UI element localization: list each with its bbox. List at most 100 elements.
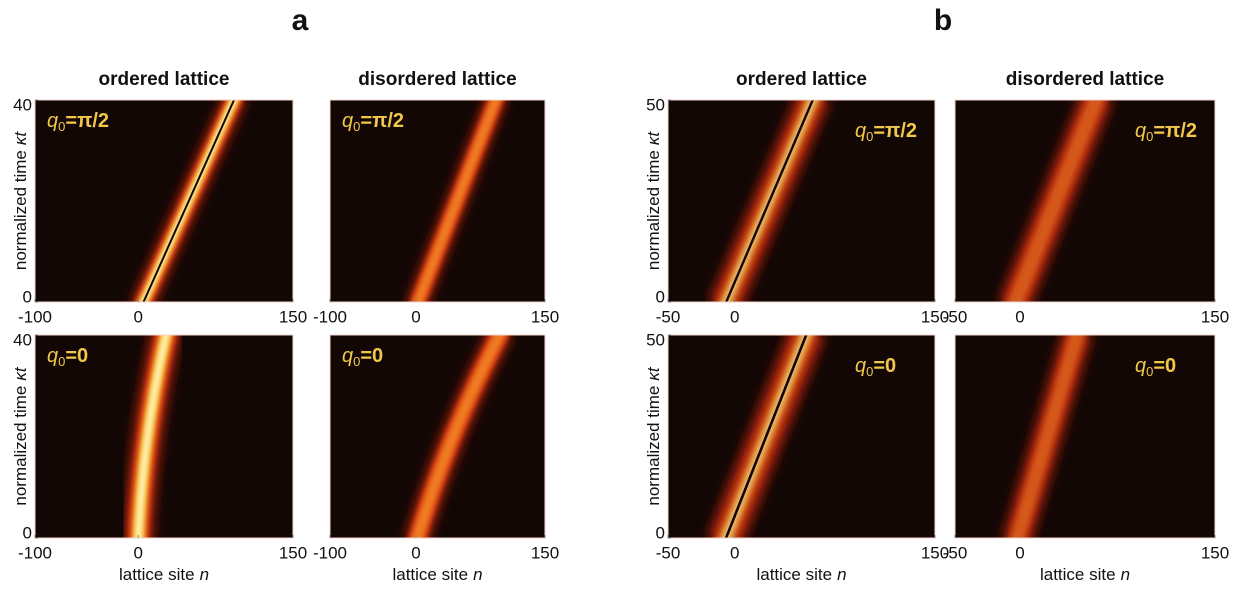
x-label-variable: n (1121, 565, 1130, 584)
x-tick-label: 0 (133, 543, 142, 562)
row-label-subscript: 0 (58, 354, 65, 369)
row-label-rest: =0 (360, 345, 383, 367)
x-axis-label: lattice site n (119, 565, 209, 584)
x-tick-label: -100 (18, 543, 52, 562)
x-tick-label: 150 (531, 543, 559, 562)
row-label-symbol: q (855, 120, 866, 142)
x-tick-label: 0 (1015, 543, 1024, 562)
x-label-text: lattice site (392, 565, 468, 584)
plot-frame (34, 99, 294, 303)
x-label-variable: n (200, 565, 209, 584)
y-label-text: normalized time (11, 150, 30, 270)
row-label-subscript: 0 (866, 129, 873, 144)
row-label-rest: =π/2 (360, 110, 404, 132)
row-label-subscript: 0 (353, 119, 360, 134)
y-tick-label: 40 (13, 330, 32, 349)
row-label-symbol: q (855, 355, 866, 377)
x-tick-label: 150 (921, 543, 949, 562)
x-label-variable: n (473, 565, 482, 584)
x-tick-label: 150 (921, 307, 949, 326)
x-tick-label: -100 (313, 543, 347, 562)
beam-core (135, 335, 170, 538)
row-label-subscript: 0 (1146, 129, 1153, 144)
x-axis-label: lattice site n (392, 565, 482, 584)
beam (706, 335, 826, 538)
x-axis-label: lattice site n (756, 565, 846, 584)
x-tick-label: 0 (730, 307, 739, 326)
beam-node (724, 100, 815, 302)
x-label-text: lattice site (119, 565, 195, 584)
beam-inner (1010, 335, 1084, 538)
beam (122, 335, 183, 538)
y-label-text: normalized time (644, 386, 663, 506)
plot-frame (954, 334, 1216, 539)
panel-letter: b (934, 4, 952, 37)
row-label: q0=0 (855, 355, 896, 379)
beam (997, 100, 1114, 302)
x-tick-label: 150 (1201, 543, 1229, 562)
x-tick-label: 150 (279, 307, 307, 326)
plot-background (955, 335, 1215, 538)
beam-inner (412, 100, 501, 302)
x-tick-label: -100 (18, 307, 52, 326)
y-tick-label: 0 (23, 523, 32, 542)
beam (707, 100, 832, 302)
x-tick-label: -50 (656, 307, 681, 326)
row-label-subscript: 0 (58, 119, 65, 134)
row-label-subscript: 0 (1146, 364, 1153, 379)
y-label-variable: κt (11, 131, 30, 146)
x-label-variable: n (837, 565, 846, 584)
row-label-rest: =0 (1153, 355, 1176, 377)
x-tick-label: 0 (730, 543, 739, 562)
x-label-text: lattice site (1040, 565, 1116, 584)
y-axis-label: normalized time κt (644, 131, 663, 271)
x-tick-label: 0 (1015, 307, 1024, 326)
column-title: disordered lattice (1006, 69, 1164, 90)
column-title: disordered lattice (358, 69, 516, 90)
x-tick-label: -50 (943, 543, 968, 562)
row-label: q0=0 (1135, 355, 1176, 379)
y-tick-label: 40 (13, 95, 32, 114)
row-label-symbol: q (342, 110, 353, 132)
y-axis-label: normalized time κt (644, 366, 663, 506)
y-label-text: normalized time (11, 386, 30, 506)
y-axis-label: normalized time κt (11, 131, 30, 271)
x-axis-label: lattice site n (1040, 565, 1130, 584)
row-label: q0=0 (342, 345, 383, 369)
row-label-subscript: 0 (353, 354, 360, 369)
plot-frame (954, 99, 1216, 303)
x-tick-label: 0 (411, 307, 420, 326)
column-title: ordered lattice (736, 69, 867, 90)
beam (1001, 335, 1094, 538)
row-label-rest: =0 (873, 355, 896, 377)
y-tick-label: 0 (23, 287, 32, 306)
beam (405, 100, 508, 302)
y-tick-label: 0 (656, 287, 665, 306)
x-tick-label: 0 (133, 307, 142, 326)
row-label: q0=π/2 (342, 110, 404, 134)
y-label-variable: κt (644, 131, 663, 146)
y-label-variable: κt (11, 366, 30, 381)
plot-frame (34, 334, 294, 539)
beam-inner (411, 335, 506, 538)
x-tick-label: 150 (1201, 307, 1229, 326)
x-tick-label: 150 (531, 307, 559, 326)
column-title: ordered lattice (99, 69, 230, 90)
row-label: q0=π/2 (855, 120, 917, 144)
plot-frame (329, 334, 546, 539)
x-label-text: lattice site (756, 565, 832, 584)
x-tick-label: -100 (313, 307, 347, 326)
row-label: q0=π/2 (1135, 120, 1197, 144)
row-label-symbol: q (47, 345, 58, 367)
row-label-symbol: q (342, 345, 353, 367)
x-tick-label: -50 (943, 307, 968, 326)
plot-frame (667, 334, 936, 539)
x-tick-label: 0 (411, 543, 420, 562)
row-label-rest: =π/2 (65, 110, 109, 132)
beam (129, 100, 248, 302)
row-label-symbol: q (47, 110, 58, 132)
row-label: q0=π/2 (47, 110, 109, 134)
beam-node (724, 335, 808, 538)
y-axis-label: normalized time κt (11, 366, 30, 506)
